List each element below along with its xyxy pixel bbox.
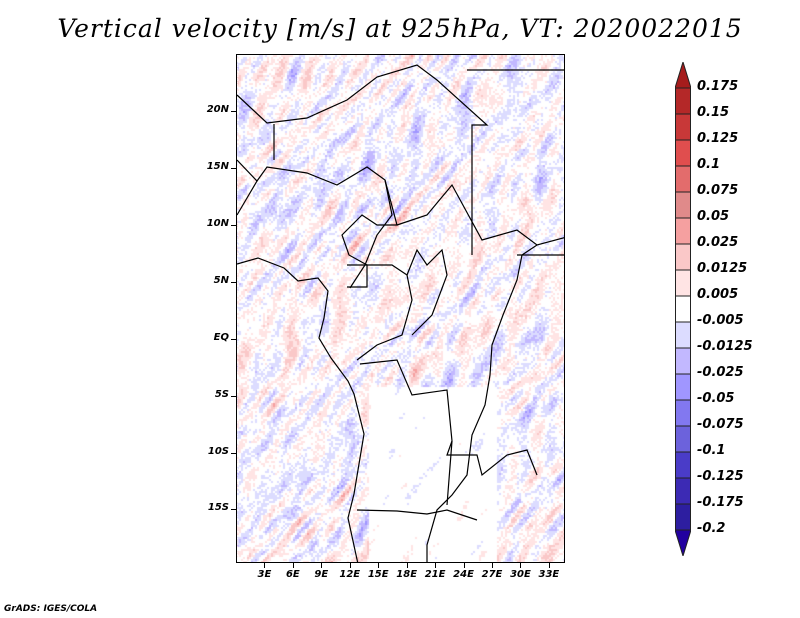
colorbar-bin bbox=[675, 139, 691, 167]
lon-label: 6E bbox=[285, 569, 300, 580]
lat-tick bbox=[231, 110, 236, 112]
colorbar-label: 0.05 bbox=[697, 209, 730, 224]
lon-label: 27E bbox=[481, 569, 503, 580]
colorbar-bin bbox=[675, 295, 691, 323]
lon-label: 3E bbox=[257, 569, 272, 580]
colorbar-arrow-bottom bbox=[675, 529, 691, 556]
lon-tick bbox=[548, 563, 550, 568]
colorbar-bin bbox=[675, 217, 691, 245]
border bbox=[237, 159, 393, 289]
colorbar-bin bbox=[675, 191, 691, 219]
colorbar-label: -0.05 bbox=[697, 391, 735, 406]
lon-tick bbox=[406, 563, 408, 568]
lat-label: 5N bbox=[213, 274, 229, 286]
lon-label: 21E bbox=[424, 569, 446, 580]
colorbar-label: 0.075 bbox=[697, 183, 739, 198]
colorbar-bin bbox=[675, 373, 691, 401]
lat-tick bbox=[231, 167, 236, 169]
lat-label: 10N bbox=[206, 217, 229, 229]
map-panel bbox=[236, 54, 565, 563]
border bbox=[426, 244, 538, 562]
colorbar-label: 0.15 bbox=[697, 105, 730, 120]
colorbar-label: 0.025 bbox=[697, 235, 739, 250]
border bbox=[356, 509, 478, 521]
lon-label: 24E bbox=[453, 569, 474, 580]
colorbar-bin bbox=[675, 87, 691, 115]
lat-label: EQ bbox=[213, 331, 229, 343]
colorbar-bin bbox=[675, 399, 691, 427]
footer-credit: GrADS: IGES/COLA bbox=[4, 604, 98, 614]
colorbar-label: -0.125 bbox=[697, 469, 744, 484]
border bbox=[396, 183, 564, 246]
lat-label: 15N bbox=[206, 160, 229, 172]
lat-tick bbox=[231, 452, 236, 454]
lon-tick bbox=[463, 563, 465, 568]
lon-label: 18E bbox=[396, 569, 418, 580]
colorbar-label: 0.1 bbox=[697, 157, 721, 172]
colorbar-bin bbox=[675, 243, 691, 271]
lon-tick bbox=[349, 563, 351, 568]
lat-tick bbox=[231, 338, 236, 340]
colorbar-arrow-top bbox=[675, 62, 691, 89]
lat-label: 5S bbox=[214, 388, 229, 400]
border bbox=[237, 64, 489, 255]
border bbox=[406, 248, 448, 336]
lon-label: 30E bbox=[510, 569, 531, 580]
lat-label: 15S bbox=[207, 502, 229, 514]
colorbar-bin bbox=[675, 347, 691, 375]
lon-tick bbox=[435, 563, 437, 568]
colorbar-bin bbox=[675, 165, 691, 193]
colorbar-label: -0.0125 bbox=[697, 339, 753, 354]
lat-label: 10S bbox=[207, 445, 229, 457]
lat-tick bbox=[231, 281, 236, 283]
colorbar-bin bbox=[675, 321, 691, 349]
border bbox=[356, 264, 413, 361]
lon-label: 9E bbox=[314, 569, 329, 580]
lon-label: 15E bbox=[367, 569, 389, 580]
lon-tick bbox=[292, 563, 294, 568]
lat-tick bbox=[231, 395, 236, 397]
colorbar bbox=[675, 62, 691, 556]
lon-tick bbox=[321, 563, 323, 568]
border bbox=[446, 440, 453, 506]
colorbar-bin bbox=[675, 425, 691, 453]
lon-tick bbox=[264, 563, 266, 568]
colorbar-label: 0.0125 bbox=[697, 261, 748, 276]
colorbar-bin bbox=[675, 477, 691, 505]
vertical-velocity-field bbox=[237, 55, 564, 562]
colorbar-bin bbox=[675, 269, 691, 297]
lon-label: 12E bbox=[339, 569, 361, 580]
border bbox=[237, 180, 258, 216]
colorbar-bin bbox=[675, 113, 691, 141]
lat-tick bbox=[231, 224, 236, 226]
colorbar-label: -0.005 bbox=[697, 313, 744, 328]
border bbox=[347, 264, 368, 288]
colorbar-label: -0.2 bbox=[697, 521, 726, 536]
colorbar-label: 0.175 bbox=[697, 79, 739, 94]
colorbar-label: 0.125 bbox=[697, 131, 739, 146]
coastline-gulf-of-guinea bbox=[237, 257, 365, 562]
colorbar-label: -0.1 bbox=[697, 443, 726, 458]
lat-tick bbox=[231, 509, 236, 511]
coastlines-and-borders bbox=[237, 64, 564, 562]
colorbar-bin bbox=[675, 451, 691, 479]
lon-tick bbox=[520, 563, 522, 568]
lat-label: 20N bbox=[206, 103, 229, 115]
colorbar-label: -0.175 bbox=[697, 495, 744, 510]
lon-tick bbox=[491, 563, 493, 568]
chart-title: Vertical velocity [m/s] at 925hPa, VT: 2… bbox=[57, 14, 743, 43]
colorbar-label: -0.025 bbox=[697, 365, 744, 380]
colorbar-label: 0.005 bbox=[697, 287, 739, 302]
lon-label: 33E bbox=[538, 569, 560, 580]
colorbar-bin bbox=[675, 503, 691, 531]
colorbar-label: -0.075 bbox=[697, 417, 744, 432]
lon-tick bbox=[378, 563, 380, 568]
border bbox=[359, 359, 538, 477]
